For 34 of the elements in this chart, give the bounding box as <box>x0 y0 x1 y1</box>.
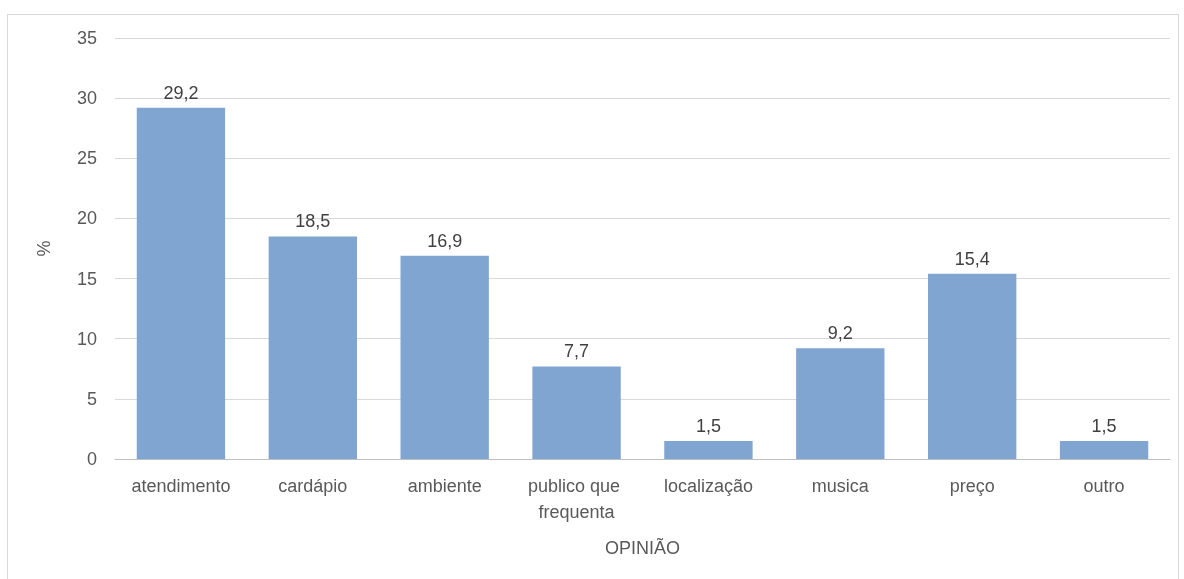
x-tick-label: atendimento <box>131 476 231 496</box>
data-label: 29,2 <box>163 82 199 103</box>
bar <box>268 236 357 459</box>
y-tick-label: 0 <box>86 449 97 469</box>
x-axis-title: OPINIÃO <box>604 537 681 558</box>
x-tick-label: outro <box>1083 476 1125 496</box>
y-tick-label: 20 <box>76 208 97 229</box>
data-label: 1,5 <box>1091 415 1117 436</box>
data-label: 7,7 <box>564 341 590 362</box>
bar <box>1059 440 1149 459</box>
x-tick-label: cardápio <box>278 476 348 496</box>
x-tick-label: musica <box>811 476 870 496</box>
data-label: 16,9 <box>427 230 463 251</box>
y-tick-label: 5 <box>86 388 97 409</box>
bar <box>136 107 226 459</box>
x-tick-label: ambiente <box>407 476 482 496</box>
bar <box>664 440 753 459</box>
y-tick-label: 10 <box>76 328 97 349</box>
data-label: 15,4 <box>954 248 990 269</box>
bar <box>400 255 489 459</box>
x-tick-label: preço <box>949 476 995 496</box>
bar <box>928 273 1017 459</box>
y-tick-label: 35 <box>76 28 97 48</box>
x-tick-label: localização <box>663 476 753 496</box>
bar <box>532 366 621 459</box>
y-tick-label: 30 <box>76 88 97 109</box>
y-tick-label: 25 <box>76 148 97 169</box>
bar <box>796 348 885 459</box>
y-axis-title: % <box>34 240 54 257</box>
data-label: 9,2 <box>827 323 853 344</box>
data-label: 1,5 <box>695 415 721 436</box>
y-tick-label: 15 <box>76 268 97 289</box>
data-label: 18,5 <box>295 211 331 232</box>
x-tick-label: publico que frequenta <box>528 476 626 522</box>
